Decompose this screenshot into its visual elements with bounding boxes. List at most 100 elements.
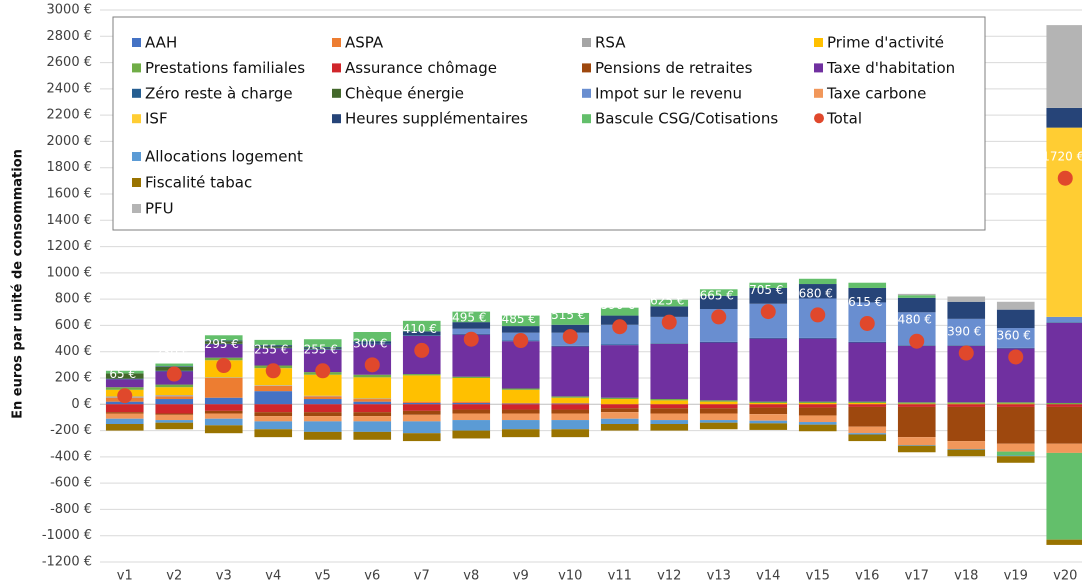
total-marker bbox=[216, 358, 232, 374]
bar-segment bbox=[749, 282, 788, 288]
legend-label: Pensions de retraites bbox=[595, 59, 753, 77]
legend-label: Taxe d'habitation bbox=[826, 59, 955, 77]
legend-label: Bascule CSG/Cotisations bbox=[595, 110, 778, 128]
bar-segment bbox=[1046, 443, 1082, 453]
total-marker bbox=[810, 307, 826, 323]
legend-label: Taxe carbone bbox=[826, 84, 926, 102]
bar-segment bbox=[947, 296, 986, 302]
bar-segment bbox=[996, 328, 1035, 348]
legend-label: Zéro reste à charge bbox=[145, 84, 293, 102]
bar-segment bbox=[254, 391, 293, 405]
legend-label: Chèque énergie bbox=[345, 84, 464, 102]
bar-segment bbox=[353, 401, 392, 405]
bar-segment bbox=[254, 339, 293, 346]
bar-segment bbox=[155, 414, 194, 421]
bar-segment bbox=[452, 401, 491, 403]
bar-segment bbox=[996, 443, 1035, 452]
total-marker bbox=[859, 315, 875, 331]
value-label: 360 € bbox=[997, 328, 1031, 342]
y-tick-label: 1800 € bbox=[47, 160, 93, 175]
bar-segment bbox=[848, 282, 887, 288]
bar-segment bbox=[897, 295, 936, 298]
bar-segment bbox=[749, 402, 788, 405]
bar-segment bbox=[353, 398, 392, 400]
bar-segment bbox=[600, 424, 639, 431]
legend-box bbox=[112, 16, 986, 231]
bar-segment bbox=[353, 377, 392, 399]
bar-segment bbox=[501, 404, 540, 410]
bar-segment bbox=[848, 426, 887, 434]
bar-segment bbox=[650, 343, 689, 400]
bar-segment bbox=[204, 397, 243, 405]
bar-segment bbox=[155, 420, 194, 423]
bar-segment bbox=[996, 309, 1035, 329]
bar-segment bbox=[699, 341, 738, 343]
bar-segment bbox=[650, 400, 689, 405]
bar-segment bbox=[254, 345, 293, 347]
bar-segment bbox=[600, 404, 639, 409]
legend-label: Total bbox=[826, 110, 862, 128]
bar-segment bbox=[254, 416, 293, 422]
bar-segment bbox=[996, 402, 1035, 404]
bar-segment bbox=[798, 338, 837, 402]
bar-segment bbox=[1046, 107, 1082, 128]
bar-segment bbox=[897, 345, 936, 403]
total-marker bbox=[166, 366, 182, 382]
legend-label: Heures supplémentaires bbox=[345, 110, 528, 128]
x-tick-label: v18 bbox=[954, 569, 978, 584]
bar-segment bbox=[551, 346, 590, 397]
bar-segment bbox=[501, 388, 540, 390]
legend-label: Prestations familiales bbox=[145, 59, 305, 77]
value-label: 495 € bbox=[452, 311, 486, 325]
bar-segment bbox=[303, 374, 342, 396]
bar-segment bbox=[155, 404, 194, 414]
bar-segment bbox=[848, 342, 887, 402]
bar-segment bbox=[1046, 402, 1082, 405]
bar-segment bbox=[105, 412, 144, 414]
bar-segment bbox=[1046, 322, 1082, 403]
x-tick-label: v6 bbox=[364, 569, 380, 584]
bar-segment bbox=[303, 412, 342, 417]
y-tick-label: 200 € bbox=[55, 371, 92, 386]
bar-segment bbox=[798, 424, 837, 432]
x-tick-label: v11 bbox=[608, 569, 632, 584]
value-label: 680 € bbox=[799, 286, 833, 300]
value-label: 480 € bbox=[898, 313, 932, 327]
legend-swatch bbox=[814, 63, 823, 73]
legend-label: ISF bbox=[145, 110, 168, 128]
bar-segment bbox=[749, 401, 788, 403]
value-label: 390 € bbox=[947, 325, 981, 339]
bar-segment bbox=[402, 374, 441, 376]
bar-segment bbox=[105, 373, 144, 379]
bar-segment bbox=[650, 299, 689, 307]
bar-segment bbox=[699, 289, 738, 296]
bar-segment bbox=[452, 420, 491, 431]
bar-segment bbox=[897, 293, 936, 296]
bar-segment bbox=[1046, 322, 1082, 323]
bar-segment bbox=[947, 406, 986, 442]
x-tick-label: v12 bbox=[657, 569, 681, 584]
bar-segment bbox=[204, 413, 243, 419]
bar-segment bbox=[254, 404, 293, 413]
total-marker bbox=[1057, 170, 1073, 186]
bar-segment bbox=[600, 412, 639, 419]
bar-segment bbox=[551, 429, 590, 438]
bar-segment bbox=[798, 422, 837, 425]
bar-segment bbox=[303, 396, 342, 400]
legend: AAH ASPA RSA Prime d'activité Prestations fa… bbox=[112, 16, 986, 231]
legend-swatch bbox=[582, 88, 591, 98]
bar-segment bbox=[452, 413, 491, 421]
legend-swatch bbox=[132, 63, 141, 73]
bar-segment bbox=[155, 413, 194, 415]
bar-segment bbox=[897, 445, 936, 453]
total-marker bbox=[414, 342, 430, 358]
y-tick-label: -800 € bbox=[50, 502, 92, 517]
bar-segment bbox=[947, 448, 986, 450]
y-tick-label: 800 € bbox=[55, 292, 92, 307]
y-tick-label: 2200 € bbox=[47, 108, 93, 123]
bar-segment bbox=[996, 347, 1035, 349]
value-label: 515 € bbox=[551, 308, 585, 322]
bar-segment bbox=[749, 420, 788, 424]
bar-segment bbox=[947, 301, 986, 319]
legend-swatch bbox=[132, 38, 141, 47]
